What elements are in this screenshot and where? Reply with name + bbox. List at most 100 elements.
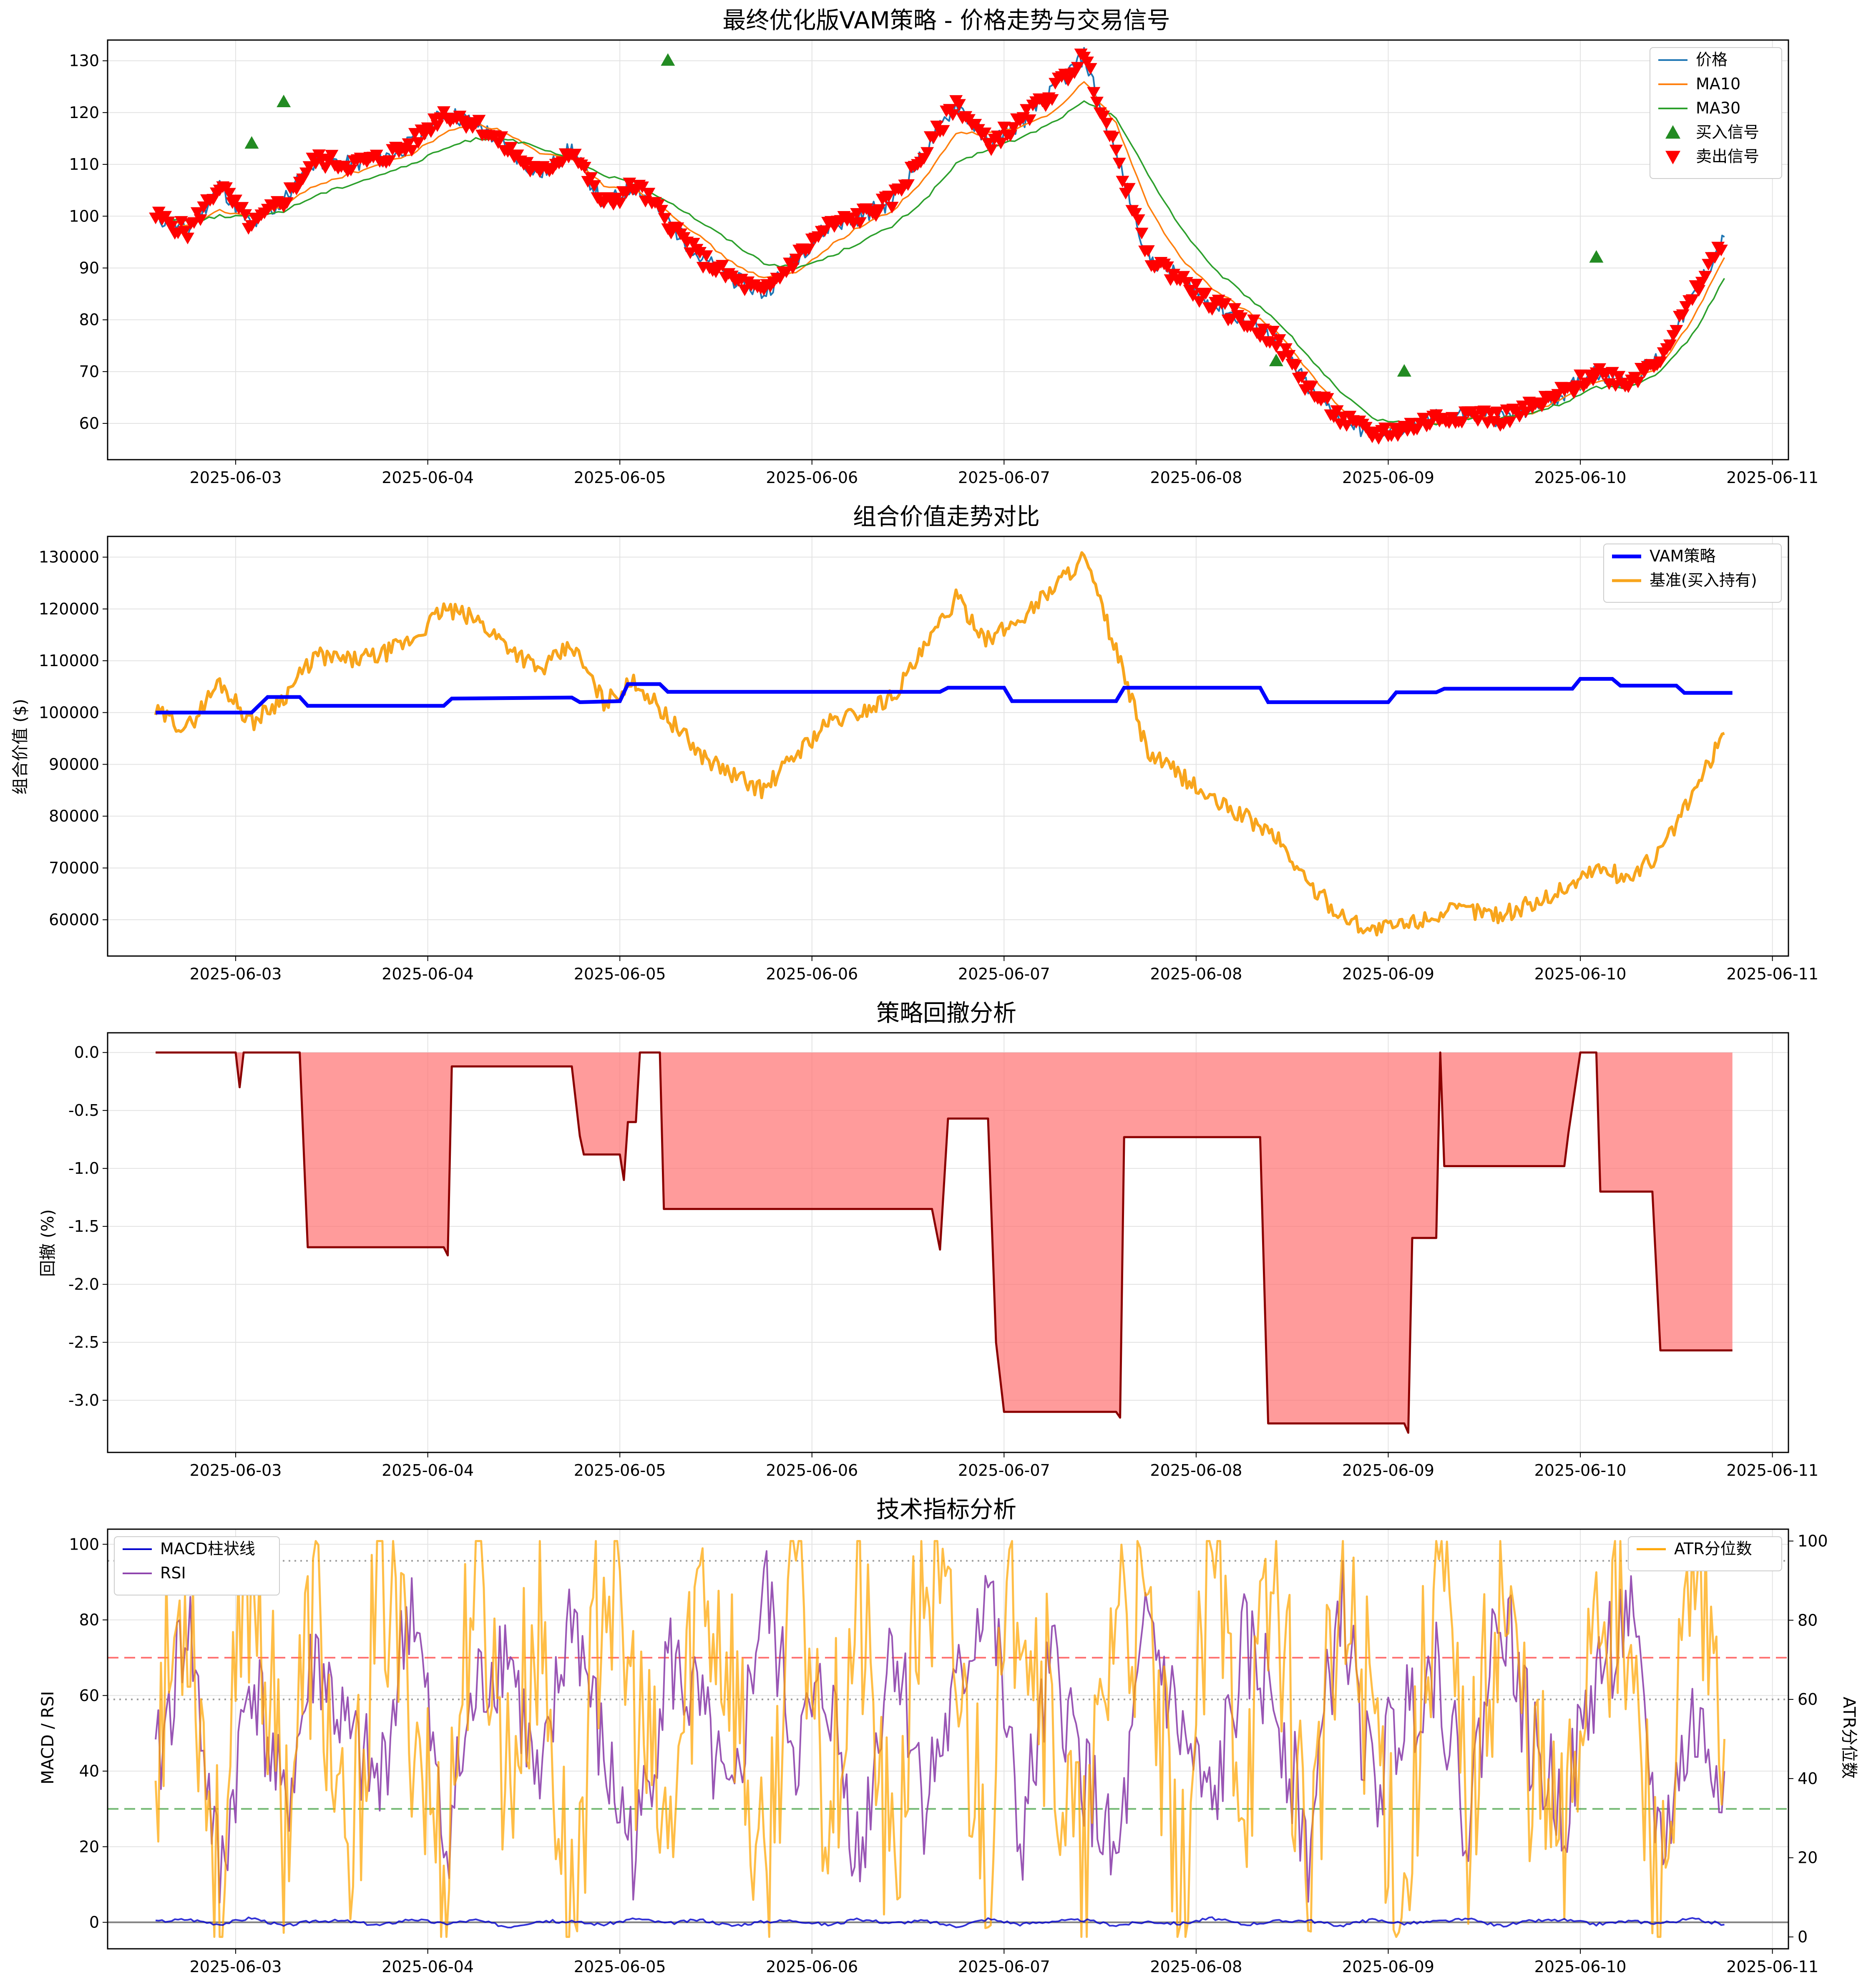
y-tick-label-right: 20 — [1798, 1849, 1818, 1867]
sell-signal-marker — [1605, 367, 1619, 379]
sell-signal-marker — [1090, 96, 1104, 108]
sell-signal-marker — [1023, 114, 1036, 126]
indicators-series — [108, 1540, 1788, 1938]
y-tick-label-right: 80 — [1798, 1611, 1818, 1629]
indicators-y-label-right: ATR分位数 — [1839, 1697, 1858, 1779]
panel-indicators: 技术指标分析 MACD / RSI ATR分位数 0 20 40 60 80 100 0 2… — [38, 1496, 1858, 1976]
sell-signal-marker — [405, 145, 419, 157]
y-tick-label: -1.5 — [68, 1217, 99, 1236]
sell-signal-marker — [1455, 417, 1469, 429]
y-tick-label: 90000 — [49, 755, 99, 773]
sell-signal-marker — [1186, 290, 1200, 302]
sell-signal-marker — [1503, 416, 1517, 428]
indicators-legend-left-box — [114, 1536, 280, 1595]
sell-signal-marker — [325, 150, 339, 162]
panel-drawdown: 策略回撤分析 回撤 (%) 0.0 -0.5 -1.0 -1.5 -2.0 -2.5 -3.… — [38, 1000, 1818, 1480]
y-tick-label: 90 — [79, 259, 99, 277]
x-tick-label: 2025-06-09 — [1342, 1461, 1434, 1480]
x-tick-label: 2025-06-07 — [958, 1461, 1050, 1480]
indicators-legend-right-box — [1628, 1536, 1782, 1571]
y-tick-label-right: 60 — [1798, 1690, 1818, 1709]
series-line-price — [155, 47, 1725, 441]
sell-signal-marker — [1714, 244, 1728, 257]
drawdown-series — [156, 1051, 1733, 1434]
sell-signal-marker — [239, 209, 252, 221]
sell-signal-marker — [789, 254, 803, 266]
price-legend-label: 卖出信号 — [1696, 147, 1759, 166]
y-tick-label: -1.0 — [68, 1159, 99, 1178]
sell-signal-marker — [1685, 294, 1699, 306]
sell-signal-marker — [1429, 409, 1443, 421]
x-tick-label: 2025-06-08 — [1150, 965, 1242, 983]
x-tick-label: 2025-06-07 — [958, 965, 1050, 983]
sell-signal-marker — [1141, 245, 1155, 257]
sell-signal-marker — [780, 266, 793, 278]
drawdown-chart-title: 策略回撤分析 — [876, 1000, 1016, 1027]
portfolio-legend-label: 基准(买入持有) — [1650, 571, 1757, 589]
x-tick-label: 2025-06-06 — [766, 965, 858, 983]
sell-signal-marker — [642, 188, 656, 200]
x-tick-label: 2025-06-11 — [1726, 468, 1818, 487]
sell-signal-marker — [1096, 111, 1110, 123]
y-tick-label: 0.0 — [74, 1043, 99, 1062]
indicators-legend-right: ATR分位数 — [1628, 1536, 1782, 1571]
sell-signal-marker — [1135, 227, 1149, 239]
x-tick-label: 2025-06-05 — [574, 965, 666, 983]
sell-signal-marker — [1106, 131, 1120, 143]
indicators-legend-left: MACD柱状线 RSI — [114, 1536, 280, 1595]
drawdown-line — [156, 1051, 1733, 1434]
y-tick-label: 120000 — [39, 600, 99, 618]
series-line-macd — [155, 1916, 1725, 1929]
sell-signal-marker — [1225, 313, 1238, 325]
price-series — [149, 47, 1728, 445]
x-tick-label: 2025-06-03 — [190, 1958, 282, 1976]
panel-portfolio: 组合价值走势对比 组合价值 ($) 60000 70000 80000 90000 10… — [11, 503, 1818, 983]
sell-signal-marker — [1234, 312, 1248, 324]
x-tick-label: 2025-06-06 — [766, 1461, 858, 1480]
y-tick-label: 60 — [79, 1686, 99, 1705]
sell-signal-marker — [402, 138, 415, 150]
indicators-plot-frame — [107, 1528, 1789, 1950]
x-tick-label: 2025-06-06 — [766, 468, 858, 487]
y-tick-label: 100 — [69, 207, 99, 225]
y-tick-label: 70000 — [49, 859, 99, 877]
x-tick-label: 2025-06-05 — [574, 468, 666, 487]
sell-signal-marker — [152, 206, 166, 219]
sell-signal-marker — [1378, 422, 1392, 434]
y-tick-label: 70 — [79, 362, 99, 381]
sell-signal-marker — [190, 207, 204, 219]
y-tick-label-right: 40 — [1798, 1769, 1818, 1788]
indicators-x-ticks: 2025-06-03 2025-06-04 2025-06-05 2025-06-06… — [190, 1949, 1818, 1976]
y-tick-label: 130000 — [39, 548, 99, 566]
price-legend-label: MA30 — [1696, 99, 1740, 117]
sell-signal-marker — [578, 162, 591, 174]
portfolio-plot-frame — [107, 536, 1789, 957]
sell-signal-marker — [952, 99, 966, 111]
sell-signal-marker — [1653, 356, 1667, 368]
price-legend-swatch — [1665, 125, 1680, 139]
portfolio-series — [154, 551, 1733, 937]
series-line-vam — [156, 677, 1733, 715]
y-tick-label: -3.0 — [68, 1391, 99, 1409]
sell-signal-marker — [1109, 144, 1123, 156]
sell-signal-marker — [654, 205, 668, 217]
sell-signal-marker — [1288, 360, 1302, 372]
y-tick-label: 80000 — [49, 807, 99, 825]
series-line-rsi — [155, 1550, 1725, 1904]
sell-signal-marker — [699, 250, 713, 262]
sell-signal-marker — [715, 260, 729, 272]
x-tick-label: 2025-06-07 — [958, 468, 1050, 487]
x-tick-label: 2025-06-09 — [1342, 965, 1434, 983]
indicators-y-label: MACD / RSI — [38, 1691, 58, 1784]
x-tick-label: 2025-06-10 — [1534, 1958, 1627, 1976]
buy-signal-marker — [1269, 354, 1283, 367]
price-grid — [108, 40, 1788, 460]
sell-signal-marker — [1266, 326, 1280, 338]
sell-signal-marker — [850, 208, 864, 220]
sell-signal-marker — [174, 216, 188, 228]
x-tick-label: 2025-06-03 — [190, 965, 282, 983]
y-tick-label: -2.5 — [68, 1333, 99, 1351]
sell-signal-marker — [1519, 406, 1533, 418]
